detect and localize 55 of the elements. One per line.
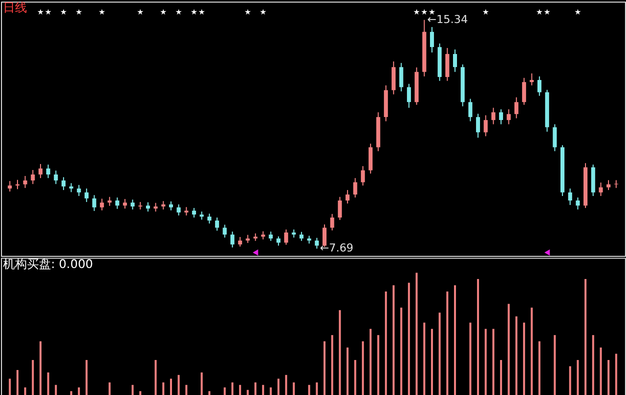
candlestick (115, 197, 120, 210)
candlestick (23, 175, 28, 188)
candlestick (430, 26, 434, 53)
candlestick (314, 237, 319, 250)
candlestick (353, 178, 358, 198)
annotation: ←7.69 (320, 242, 354, 255)
candlestick (338, 196, 342, 220)
candlestick (62, 176, 66, 191)
candlestick (46, 164, 50, 179)
candlestick (399, 62, 404, 92)
candlestick (360, 166, 365, 186)
candlestick (453, 48, 457, 72)
candlestick (468, 98, 472, 122)
candlestick (506, 108, 511, 125)
candlestick (537, 76, 542, 96)
candlestick (268, 231, 273, 242)
candlestick (100, 198, 104, 211)
candlestick (568, 188, 572, 206)
candlestick (230, 231, 234, 248)
candlestick (499, 108, 504, 125)
candlestick (552, 124, 557, 152)
candlestick (84, 188, 89, 202)
candlestick (207, 213, 212, 224)
candlestick (54, 170, 58, 185)
candlestick (38, 164, 43, 179)
candlestick (176, 204, 181, 216)
candlestick (8, 180, 12, 192)
candlestick (146, 202, 150, 212)
chart-title: 机构买盘: 0.000 (2, 256, 94, 271)
candlestick (30, 169, 35, 185)
candlestick (215, 217, 220, 232)
candlestick (514, 96, 518, 119)
candlestick (368, 143, 373, 174)
candlestick (122, 198, 127, 210)
annotation: ←15.34 (427, 12, 468, 26)
candlestick (406, 83, 411, 108)
candlestick (476, 113, 480, 138)
candlestick (330, 213, 334, 231)
candlestick (598, 182, 603, 197)
candlestick (192, 207, 196, 218)
candlestick (130, 199, 135, 210)
candlestick (445, 47, 450, 82)
candlestick (238, 236, 242, 248)
candlestick (576, 197, 580, 210)
candlestick (491, 107, 496, 125)
candlestick (284, 229, 288, 246)
candlestick (76, 184, 81, 197)
candlestick (522, 77, 526, 106)
candlestick (606, 180, 610, 191)
candlestick (346, 190, 350, 204)
candlestick (276, 236, 280, 246)
candlestick (392, 60, 396, 95)
candlestick (484, 114, 488, 137)
candlestick (222, 224, 227, 238)
chart-title: 日线 (2, 0, 27, 15)
